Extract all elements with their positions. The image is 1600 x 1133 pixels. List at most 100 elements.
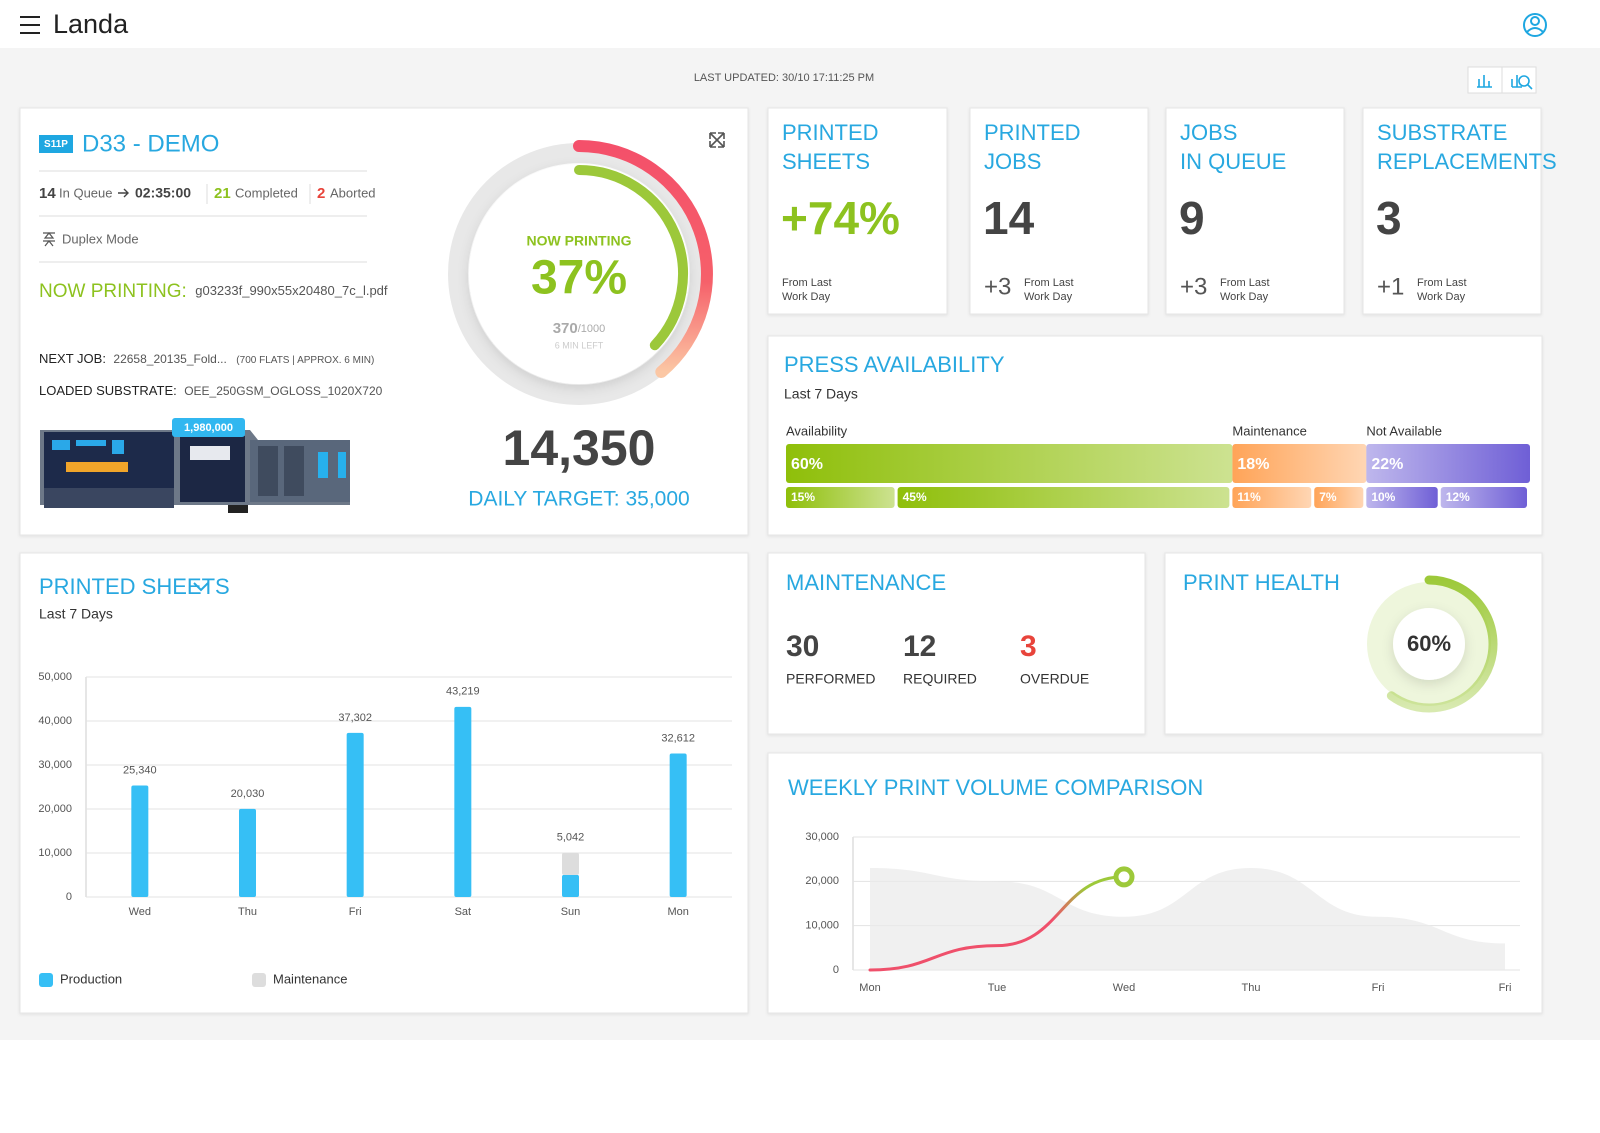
next-job: NEXT JOB: 22658_20135_Fold... (700 FLATS…	[39, 351, 374, 368]
bar-label: 5,042	[557, 832, 585, 844]
press-name: D33 - DEMO	[82, 130, 219, 157]
availability-part-value: 11%	[1237, 490, 1261, 504]
maintenance-label: OVERDUE	[1020, 671, 1089, 687]
menu-button[interactable]	[20, 16, 40, 34]
availability-part-value: 15%	[791, 490, 815, 504]
maintenance-panel	[767, 552, 1146, 735]
arrow-icon	[118, 188, 129, 198]
area	[870, 868, 1505, 970]
availability-part	[1366, 487, 1438, 508]
gauge	[448, 140, 713, 405]
kpi-note: From Last	[782, 277, 832, 289]
gauge-time-left: 6 MIN LEFT	[555, 340, 604, 350]
availability-bar	[1232, 444, 1367, 483]
view-buttons[interactable]	[1467, 66, 1537, 94]
kpi-title: SHEETS	[782, 149, 870, 174]
user-button[interactable]	[1523, 13, 1547, 37]
chart-dropdown[interactable]	[193, 582, 209, 592]
counter: 1,980,000	[184, 422, 233, 434]
kpi-card	[1362, 107, 1542, 315]
maintenance-value: 12	[903, 630, 936, 663]
x-tick-label: Fri	[1499, 982, 1512, 994]
availability-part	[897, 487, 1230, 508]
kpi-value: 14	[983, 192, 1035, 244]
kpi-card	[1165, 107, 1345, 315]
bar-label: 20,030	[231, 788, 265, 800]
now-printing-label: NOW PRINTING:	[39, 281, 187, 302]
availability-value: 60%	[791, 456, 823, 473]
x-tick-label: Mon	[859, 982, 880, 994]
kpi-note: From Last	[1417, 277, 1467, 289]
health-arc	[1386, 575, 1498, 713]
availability-bar	[786, 444, 1233, 483]
duplex-icon	[43, 232, 55, 247]
availability-part-value: 7%	[1319, 490, 1337, 504]
legend-label: Maintenance	[273, 971, 347, 986]
in-queue-count: 14	[39, 185, 56, 202]
legend-label: Production	[60, 971, 122, 986]
y-tick-label: 20,000	[38, 803, 72, 815]
bar	[562, 874, 579, 897]
availability-group-name: Maintenance	[1232, 423, 1306, 438]
availability-part	[786, 487, 895, 508]
x-tick-label: Wed	[129, 906, 151, 918]
availability-part-value: 45%	[903, 490, 927, 504]
completed-count: 21	[214, 185, 231, 202]
mode: Duplex Mode	[62, 231, 139, 246]
now-printing-file: g03233f_990x55x20480_7c_l.pdf	[195, 283, 388, 298]
press-illustration	[40, 418, 350, 513]
line	[868, 875, 1126, 972]
progress-arc	[574, 165, 688, 351]
bar	[131, 785, 149, 897]
substrate: LOADED SUBSTRATE: OEE_250GSM_OGLOSS_1020…	[39, 383, 383, 400]
printed-sheets-panel	[19, 552, 749, 1014]
y-tick-label: 30,000	[805, 831, 839, 843]
maintenance-title: MAINTENANCE	[786, 570, 946, 595]
kpi-delta: +3	[1180, 273, 1207, 300]
next-job-detail: (700 FLATS | APPROX. 6 MIN)	[236, 355, 374, 366]
kpi-title: PRINTED	[984, 120, 1081, 145]
print-health-title: PRINT HEALTH	[1183, 570, 1340, 595]
queue-time: 02:35:00	[135, 185, 191, 201]
daily-target: DAILY TARGET: 35,000	[468, 488, 689, 511]
kpi-title: SUBSTRATE	[1377, 120, 1507, 145]
bar	[346, 732, 364, 897]
bar-label: 32,612	[661, 732, 695, 744]
kpi-note: Work Day	[1417, 291, 1466, 303]
last-updated: LAST UPDATED: 30/10 17:11:25 PM	[694, 72, 874, 84]
availability-part	[1440, 487, 1527, 508]
expand-button[interactable]	[709, 132, 725, 148]
legend-swatch	[252, 973, 266, 987]
next-job-name: 22658_20135_Fold...	[113, 352, 226, 366]
y-tick-label: 50,000	[38, 671, 72, 683]
aborted-label: Aborted	[330, 185, 376, 200]
kpi-value: +74%	[781, 192, 900, 244]
availability-group-name: Not Available	[1366, 423, 1442, 438]
legend-swatch	[39, 973, 53, 987]
in-queue-label: In Queue	[59, 185, 113, 200]
health-value: 60%	[1407, 631, 1451, 656]
health-center	[1393, 608, 1465, 680]
bar-label: 37,302	[338, 712, 372, 724]
y-tick-label: 0	[66, 891, 72, 903]
bar	[562, 852, 579, 875]
y-tick-label: 40,000	[38, 715, 72, 727]
kpi-title: PRINTED	[782, 120, 879, 145]
availability-part	[1314, 487, 1364, 508]
brand: Landa	[53, 9, 129, 39]
x-tick-label: Sun	[561, 906, 581, 918]
substrate-name: OEE_250GSM_OGLOSS_1020X720	[184, 384, 382, 398]
availability-title: PRESS AVAILABILITY	[784, 352, 1005, 377]
x-tick-label: Fri	[1372, 982, 1385, 994]
gauge-percent: 37%	[531, 252, 627, 305]
kpi-note: Work Day	[782, 291, 831, 303]
kpi-note: Work Day	[1024, 291, 1073, 303]
availability-group-name: Availability	[786, 423, 848, 438]
y-tick-label: 10,000	[805, 920, 839, 932]
kpi-delta: +3	[984, 273, 1011, 300]
kpi-note: From Last	[1220, 277, 1270, 289]
gauge-done: 370	[553, 320, 578, 337]
y-tick-label: 20,000	[805, 875, 839, 887]
